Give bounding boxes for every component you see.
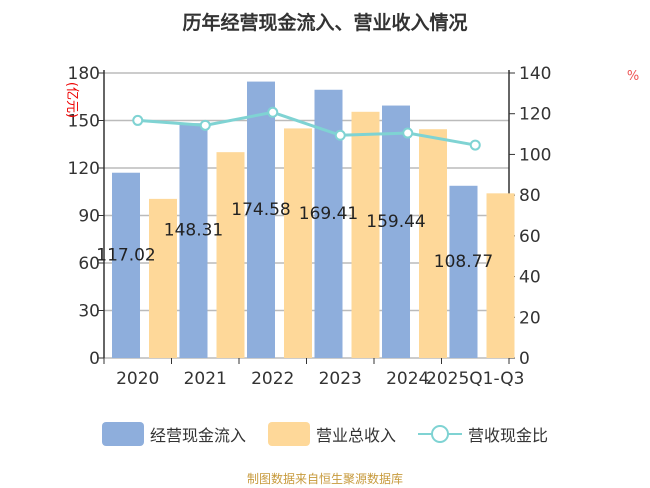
legend: 经营现金流入 营业总收入 营收现金比 — [0, 422, 650, 446]
bar-cash-inflow — [449, 185, 478, 358]
legend-item-revenue[interactable]: 营业总收入 — [267, 422, 396, 446]
y-right-tick-label: 120 — [519, 105, 551, 125]
y-right-tick-label: 20 — [519, 308, 541, 328]
x-tick-label: 2024 — [386, 369, 429, 389]
line-point-ratio — [267, 106, 279, 118]
y-right-tick-label: 60 — [519, 227, 541, 247]
legend-label: 经营现金流入 — [149, 426, 246, 445]
y-left-tick-label: 120 — [68, 159, 100, 179]
bar-cash-inflow — [112, 172, 140, 358]
data-source: 制图数据来自恒生聚源数据库 — [246, 472, 403, 486]
y-left-tick-label: 90 — [78, 207, 100, 227]
x-tick-label: 2022 — [251, 369, 294, 389]
x-tick-label: 2021 — [184, 369, 227, 389]
line-point-ratio — [132, 114, 144, 126]
line-point-ratio — [469, 139, 481, 151]
bar-revenue — [419, 129, 447, 358]
line-point-ratio — [199, 119, 211, 131]
legend-label: 营业总收入 — [315, 426, 396, 445]
plot-area: 0 30 60 90 120 150 180 0 20 40 60 80 100 120 140 (亿元)% 2… — [64, 64, 639, 389]
bar-data-label: 117.02 — [96, 245, 155, 265]
chart-title: 历年经营现金流入、营业收入情况 — [182, 12, 468, 34]
bar-data-label: 174.58 — [231, 200, 290, 220]
bar-cash-inflow — [247, 81, 275, 358]
y-right-tick-label: 80 — [519, 186, 541, 206]
bar-revenue — [216, 152, 245, 358]
y-right-tick-label: 140 — [519, 64, 551, 84]
bar-revenue — [486, 193, 515, 358]
line-point-ratio — [334, 129, 346, 141]
bar-data-label: 108.77 — [434, 252, 493, 272]
y-left-tick-label: 60 — [78, 254, 100, 274]
y-left-tick-label: 30 — [78, 302, 100, 322]
bar-revenue — [284, 128, 312, 358]
legend-item-ratio[interactable]: 营收现金比 — [418, 422, 548, 446]
legend-swatch — [101, 422, 144, 446]
legend-swatch — [267, 422, 310, 446]
y-right-tick-label: 100 — [519, 145, 551, 165]
bar-data-label: 159.44 — [366, 212, 425, 232]
x-tick-label: 2023 — [319, 369, 362, 389]
legend-item-cash-inflow[interactable]: 经营现金流入 — [101, 422, 246, 446]
bar-data-label: 169.41 — [299, 204, 358, 224]
y-right-axis-label: % — [627, 69, 639, 84]
line-ratio — [137, 110, 476, 147]
y-right-tick-label: 0 — [519, 349, 530, 369]
x-tick-label: 2020 — [116, 369, 159, 389]
line-point-ratio — [402, 127, 414, 139]
y-left-tick-label: 150 — [68, 112, 100, 132]
y-left-axis-label: (亿元) — [64, 82, 79, 118]
legend-line-icon — [418, 425, 462, 443]
bar-cash-inflow — [382, 105, 410, 358]
bar-data-label: 148.31 — [164, 221, 223, 241]
legend-label: 营收现金比 — [468, 426, 549, 445]
x-tick-label: 2025Q1-Q3 — [426, 369, 524, 389]
bar-revenue — [351, 111, 380, 359]
y-left-tick-label: 180 — [68, 64, 100, 84]
bar-revenue — [149, 198, 177, 358]
bar-cash-inflow — [179, 123, 208, 358]
y-right-tick-label: 40 — [519, 268, 541, 288]
y-left-tick-label: 0 — [89, 349, 100, 369]
